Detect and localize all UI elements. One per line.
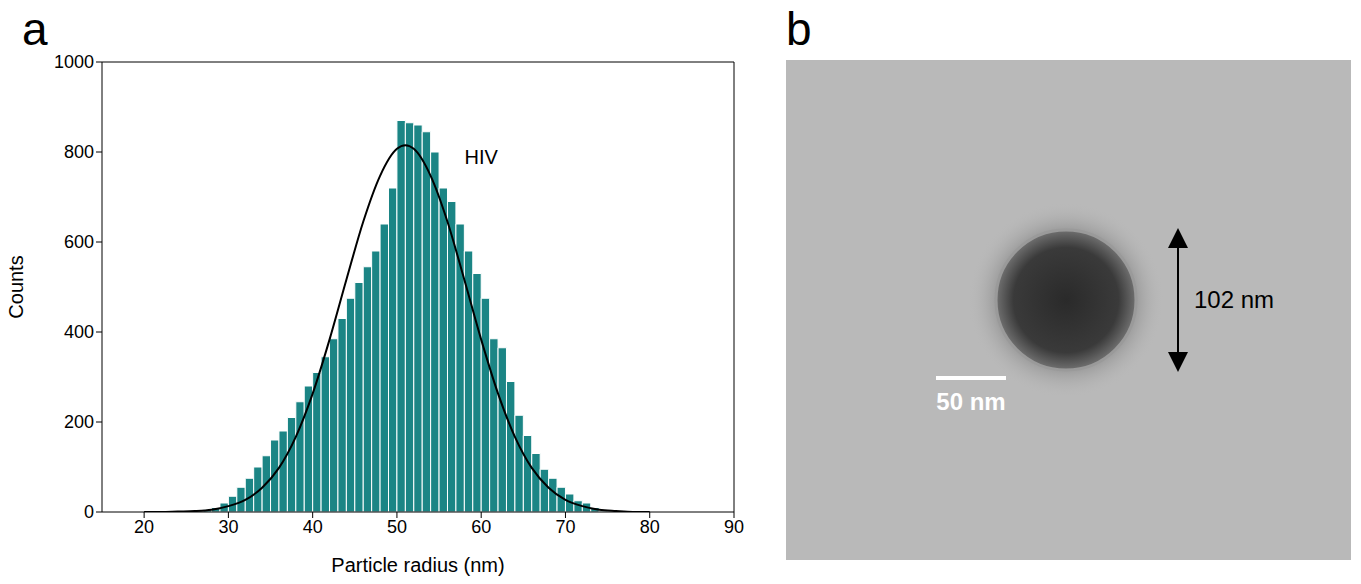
svg-text:200: 200 [64, 412, 94, 432]
svg-text:1000: 1000 [54, 52, 94, 72]
svg-text:HIV: HIV [465, 146, 499, 168]
svg-text:30: 30 [218, 517, 238, 537]
svg-text:20: 20 [134, 517, 154, 537]
svg-text:90: 90 [724, 517, 744, 537]
svg-text:60: 60 [471, 517, 491, 537]
html-text:a: a [22, 3, 48, 55]
svg-text:40: 40 [303, 517, 323, 537]
svg-text:102 nm: 102 nm [1194, 286, 1274, 313]
svg-text:800: 800 [64, 142, 94, 162]
svg-text:70: 70 [555, 517, 575, 537]
svg-text:600: 600 [64, 232, 94, 252]
svg-text:50: 50 [387, 517, 407, 537]
svg-text:Counts: Counts [5, 255, 27, 318]
svg-text:400: 400 [64, 322, 94, 342]
svg-text:50 nm: 50 nm [936, 388, 1005, 415]
html-text:b: b [786, 3, 812, 55]
svg-text:80: 80 [640, 517, 660, 537]
svg-text:0: 0 [84, 502, 94, 522]
svg-text:Particle radius (nm): Particle radius (nm) [331, 554, 504, 576]
